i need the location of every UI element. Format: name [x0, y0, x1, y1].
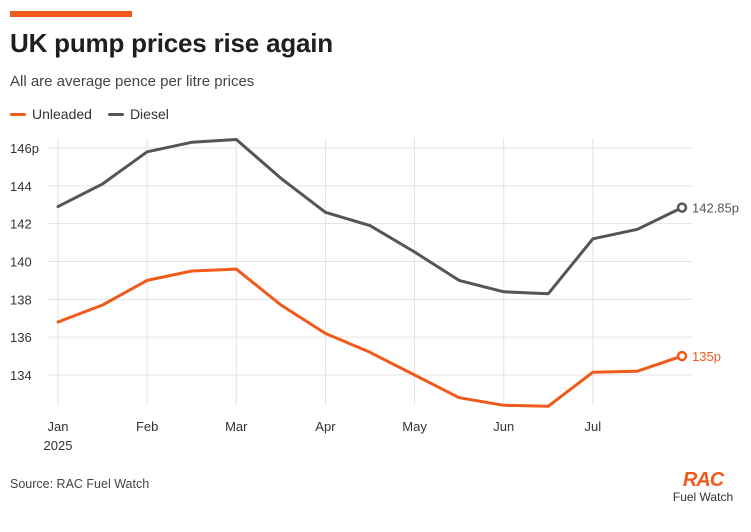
- legend-item-diesel: Diesel: [107, 106, 169, 122]
- x-tick-label-jul: Jul: [585, 419, 602, 434]
- title-accent-bar: [10, 11, 132, 17]
- series-end-label-unleaded: 135p: [692, 349, 721, 364]
- rac-logo: RAC Fuel Watch: [668, 470, 738, 505]
- series-end-label-diesel: 142.85p: [692, 201, 739, 216]
- legend-label-unleaded: Unleaded: [32, 106, 92, 122]
- series-end-marker-diesel: [676, 202, 688, 213]
- legend-swatch-unleaded: [10, 112, 26, 116]
- y-tick-label-140: 140: [10, 255, 32, 270]
- legend-swatch-diesel: [107, 112, 124, 116]
- x-tick-sublabel-jan: 2025: [44, 438, 73, 453]
- chart-subtitle: All are average pence per litre prices: [10, 73, 255, 90]
- y-tick-label-144: 144: [10, 179, 32, 194]
- series-end-marker-unleaded: [676, 350, 688, 362]
- y-tick-label-142: 142: [10, 217, 32, 232]
- y-tick-label-146: 146p: [10, 141, 39, 156]
- legend-item-unleaded: Unleaded: [10, 106, 92, 122]
- y-tick-label-136: 136: [10, 330, 32, 345]
- x-tick-label-apr: Apr: [315, 419, 336, 434]
- x-tick-label-jun: Jun: [493, 419, 514, 434]
- chart-title: UK pump prices rise again: [10, 28, 333, 58]
- series-line-diesel: [56, 138, 684, 296]
- rac-logo-mark: RAC: [682, 469, 724, 491]
- x-tick-label-mar: Mar: [225, 419, 248, 434]
- source-note: Source: RAC Fuel Watch: [10, 477, 150, 491]
- legend-label-diesel: Diesel: [129, 106, 169, 122]
- x-tick-label-jan: Jan: [48, 419, 69, 434]
- x-tick-label-may: May: [402, 419, 427, 434]
- y-tick-label-138: 138: [10, 292, 32, 307]
- legend: Unleaded Diesel: [10, 106, 185, 122]
- rac-logo-text: Fuel Watch: [672, 490, 734, 504]
- y-tick-label-134: 134: [10, 368, 32, 383]
- x-tick-label-feb: Feb: [136, 419, 158, 434]
- series-line-unleaded: [56, 267, 684, 408]
- line-chart: 134 136 138 140 142 144 146p Jan 2025 Feb Mar Apr Ma…: [10, 138, 739, 453]
